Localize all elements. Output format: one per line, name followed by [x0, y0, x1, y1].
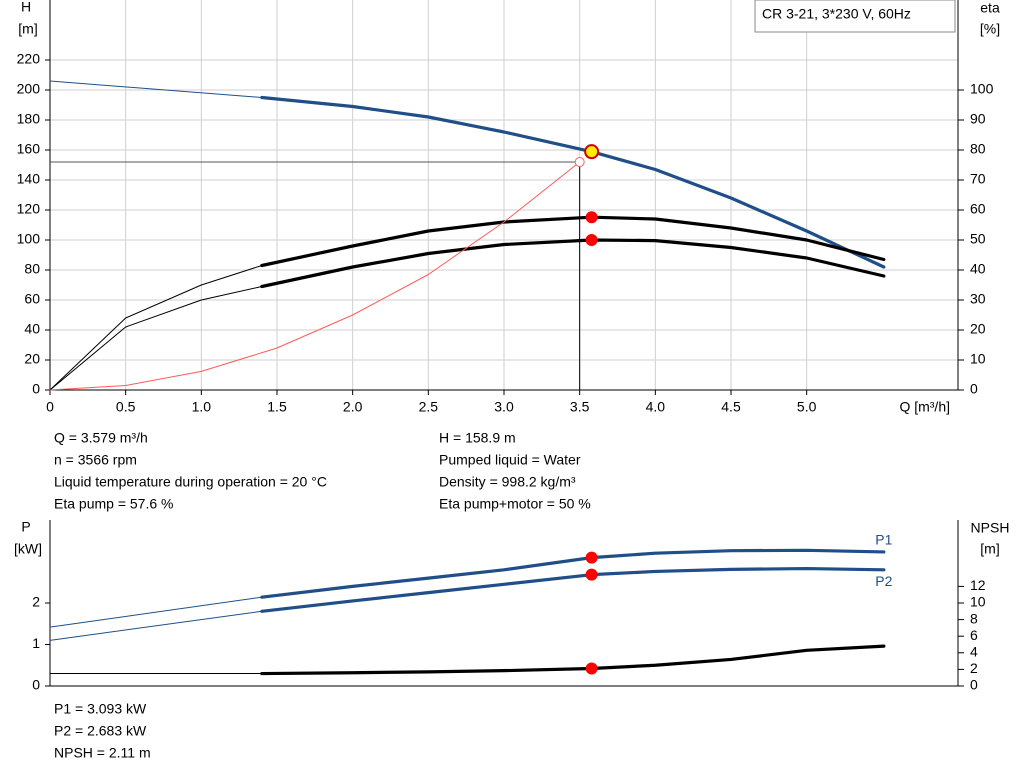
y-tick-label: 220 — [17, 51, 41, 67]
y-axis-unit: [kW] — [14, 541, 42, 557]
x-tick-label: 3.5 — [570, 399, 590, 415]
x-tick-label: 2.5 — [419, 399, 439, 415]
info-text: P2 = 2.683 kW — [54, 723, 147, 739]
x-tick-label: 5.0 — [797, 399, 817, 415]
y2-tick-label: 70 — [970, 171, 986, 187]
operating-dot — [585, 551, 598, 564]
y2-tick-label: 8 — [970, 610, 978, 626]
curve — [49, 596, 263, 628]
y2-axis-unit: [m] — [980, 541, 999, 557]
y2-tick-label: 60 — [970, 201, 986, 217]
y2-tick-label: 2 — [970, 660, 978, 676]
curve-label: P1 — [875, 531, 892, 547]
title-box — [754, 0, 956, 33]
info-text: NPSH = 2.11 m — [54, 745, 151, 761]
y-tick-label: 100 — [17, 231, 41, 247]
reference-point — [574, 157, 585, 167]
y2-tick-label: 10 — [970, 594, 986, 610]
operating-dot — [585, 662, 598, 675]
info-text: Q = 3.579 m³/h — [54, 430, 148, 446]
operating-dot — [585, 211, 598, 224]
x-tick-label: 0.5 — [116, 399, 136, 415]
chart-title: CR 3-21, 3*230 V, 60Hz — [762, 6, 911, 22]
y2-axis-unit: [%] — [980, 21, 1000, 37]
y-tick-label: 0 — [32, 677, 40, 693]
y-axis-label: P — [21, 519, 30, 535]
y-tick-label: 160 — [17, 141, 41, 157]
x-tick-label: 2.0 — [343, 399, 363, 415]
y2-tick-label: 0 — [970, 677, 978, 693]
y2-tick-label: 0 — [970, 381, 978, 397]
x-tick-label: 4.0 — [646, 399, 666, 415]
operating-dot — [585, 234, 598, 246]
y2-tick-label: 4 — [970, 644, 978, 660]
y-axis-label: H — [21, 0, 31, 15]
y2-axis-label: eta — [980, 0, 1000, 16]
info-text: P1 = 3.093 kW — [54, 701, 147, 717]
x-tick-label: 1.0 — [192, 399, 212, 415]
curve — [260, 566, 886, 613]
y-tick-label: 180 — [17, 111, 41, 127]
info-text: n = 3566 rpm — [54, 452, 137, 468]
x-axis-label: Q [m³/h] — [899, 399, 950, 415]
x-tick-label: 3.0 — [494, 399, 514, 415]
curve — [49, 286, 263, 391]
curve — [49, 80, 263, 98]
y2-tick-label: 100 — [970, 81, 994, 97]
y2-tick-label: 6 — [970, 627, 978, 643]
y2-tick-label: 50 — [970, 231, 986, 247]
curve — [260, 644, 886, 676]
info-text: Density = 998.2 kg/m³ — [439, 474, 576, 490]
curve-label: P2 — [875, 573, 892, 589]
curve — [49, 161, 581, 391]
info-text: Liquid temperature during operation = 20… — [54, 474, 327, 490]
curve — [260, 548, 886, 599]
y-tick-label: 120 — [17, 201, 41, 217]
y-tick-label: 80 — [24, 261, 40, 277]
x-tick-label: 1.5 — [267, 399, 287, 415]
info-text: Eta pump = 57.6 % — [54, 496, 173, 512]
x-tick-label: 0 — [46, 399, 54, 415]
x-tick-label: 4.5 — [721, 399, 741, 415]
y-tick-label: 20 — [24, 351, 40, 367]
y2-tick-label: 40 — [970, 261, 986, 277]
curve — [49, 265, 263, 391]
info-text: Eta pump+motor = 50 % — [439, 496, 591, 512]
y2-tick-label: 30 — [970, 291, 986, 307]
curve — [49, 610, 263, 641]
y-tick-label: 1 — [32, 635, 40, 651]
y2-tick-label: 10 — [970, 351, 986, 367]
y2-tick-label: 20 — [970, 321, 986, 337]
y-tick-label: 40 — [24, 321, 40, 337]
y2-tick-label: 12 — [970, 577, 986, 593]
operating-point — [584, 144, 600, 160]
y-tick-label: 60 — [24, 291, 40, 307]
y2-tick-label: 90 — [970, 111, 986, 127]
y2-axis-label: NPSH — [971, 520, 1010, 536]
operating-dot — [585, 568, 598, 581]
y2-tick-label: 80 — [970, 141, 986, 157]
y-tick-label: 140 — [17, 171, 41, 187]
y-tick-label: 2 — [32, 594, 40, 610]
info-text: Pumped liquid = Water — [439, 452, 581, 468]
y-axis-unit: [m] — [18, 21, 37, 37]
y-tick-label: 200 — [17, 81, 41, 97]
info-text: H = 158.9 m — [439, 430, 516, 446]
y-tick-label: 0 — [32, 381, 40, 397]
